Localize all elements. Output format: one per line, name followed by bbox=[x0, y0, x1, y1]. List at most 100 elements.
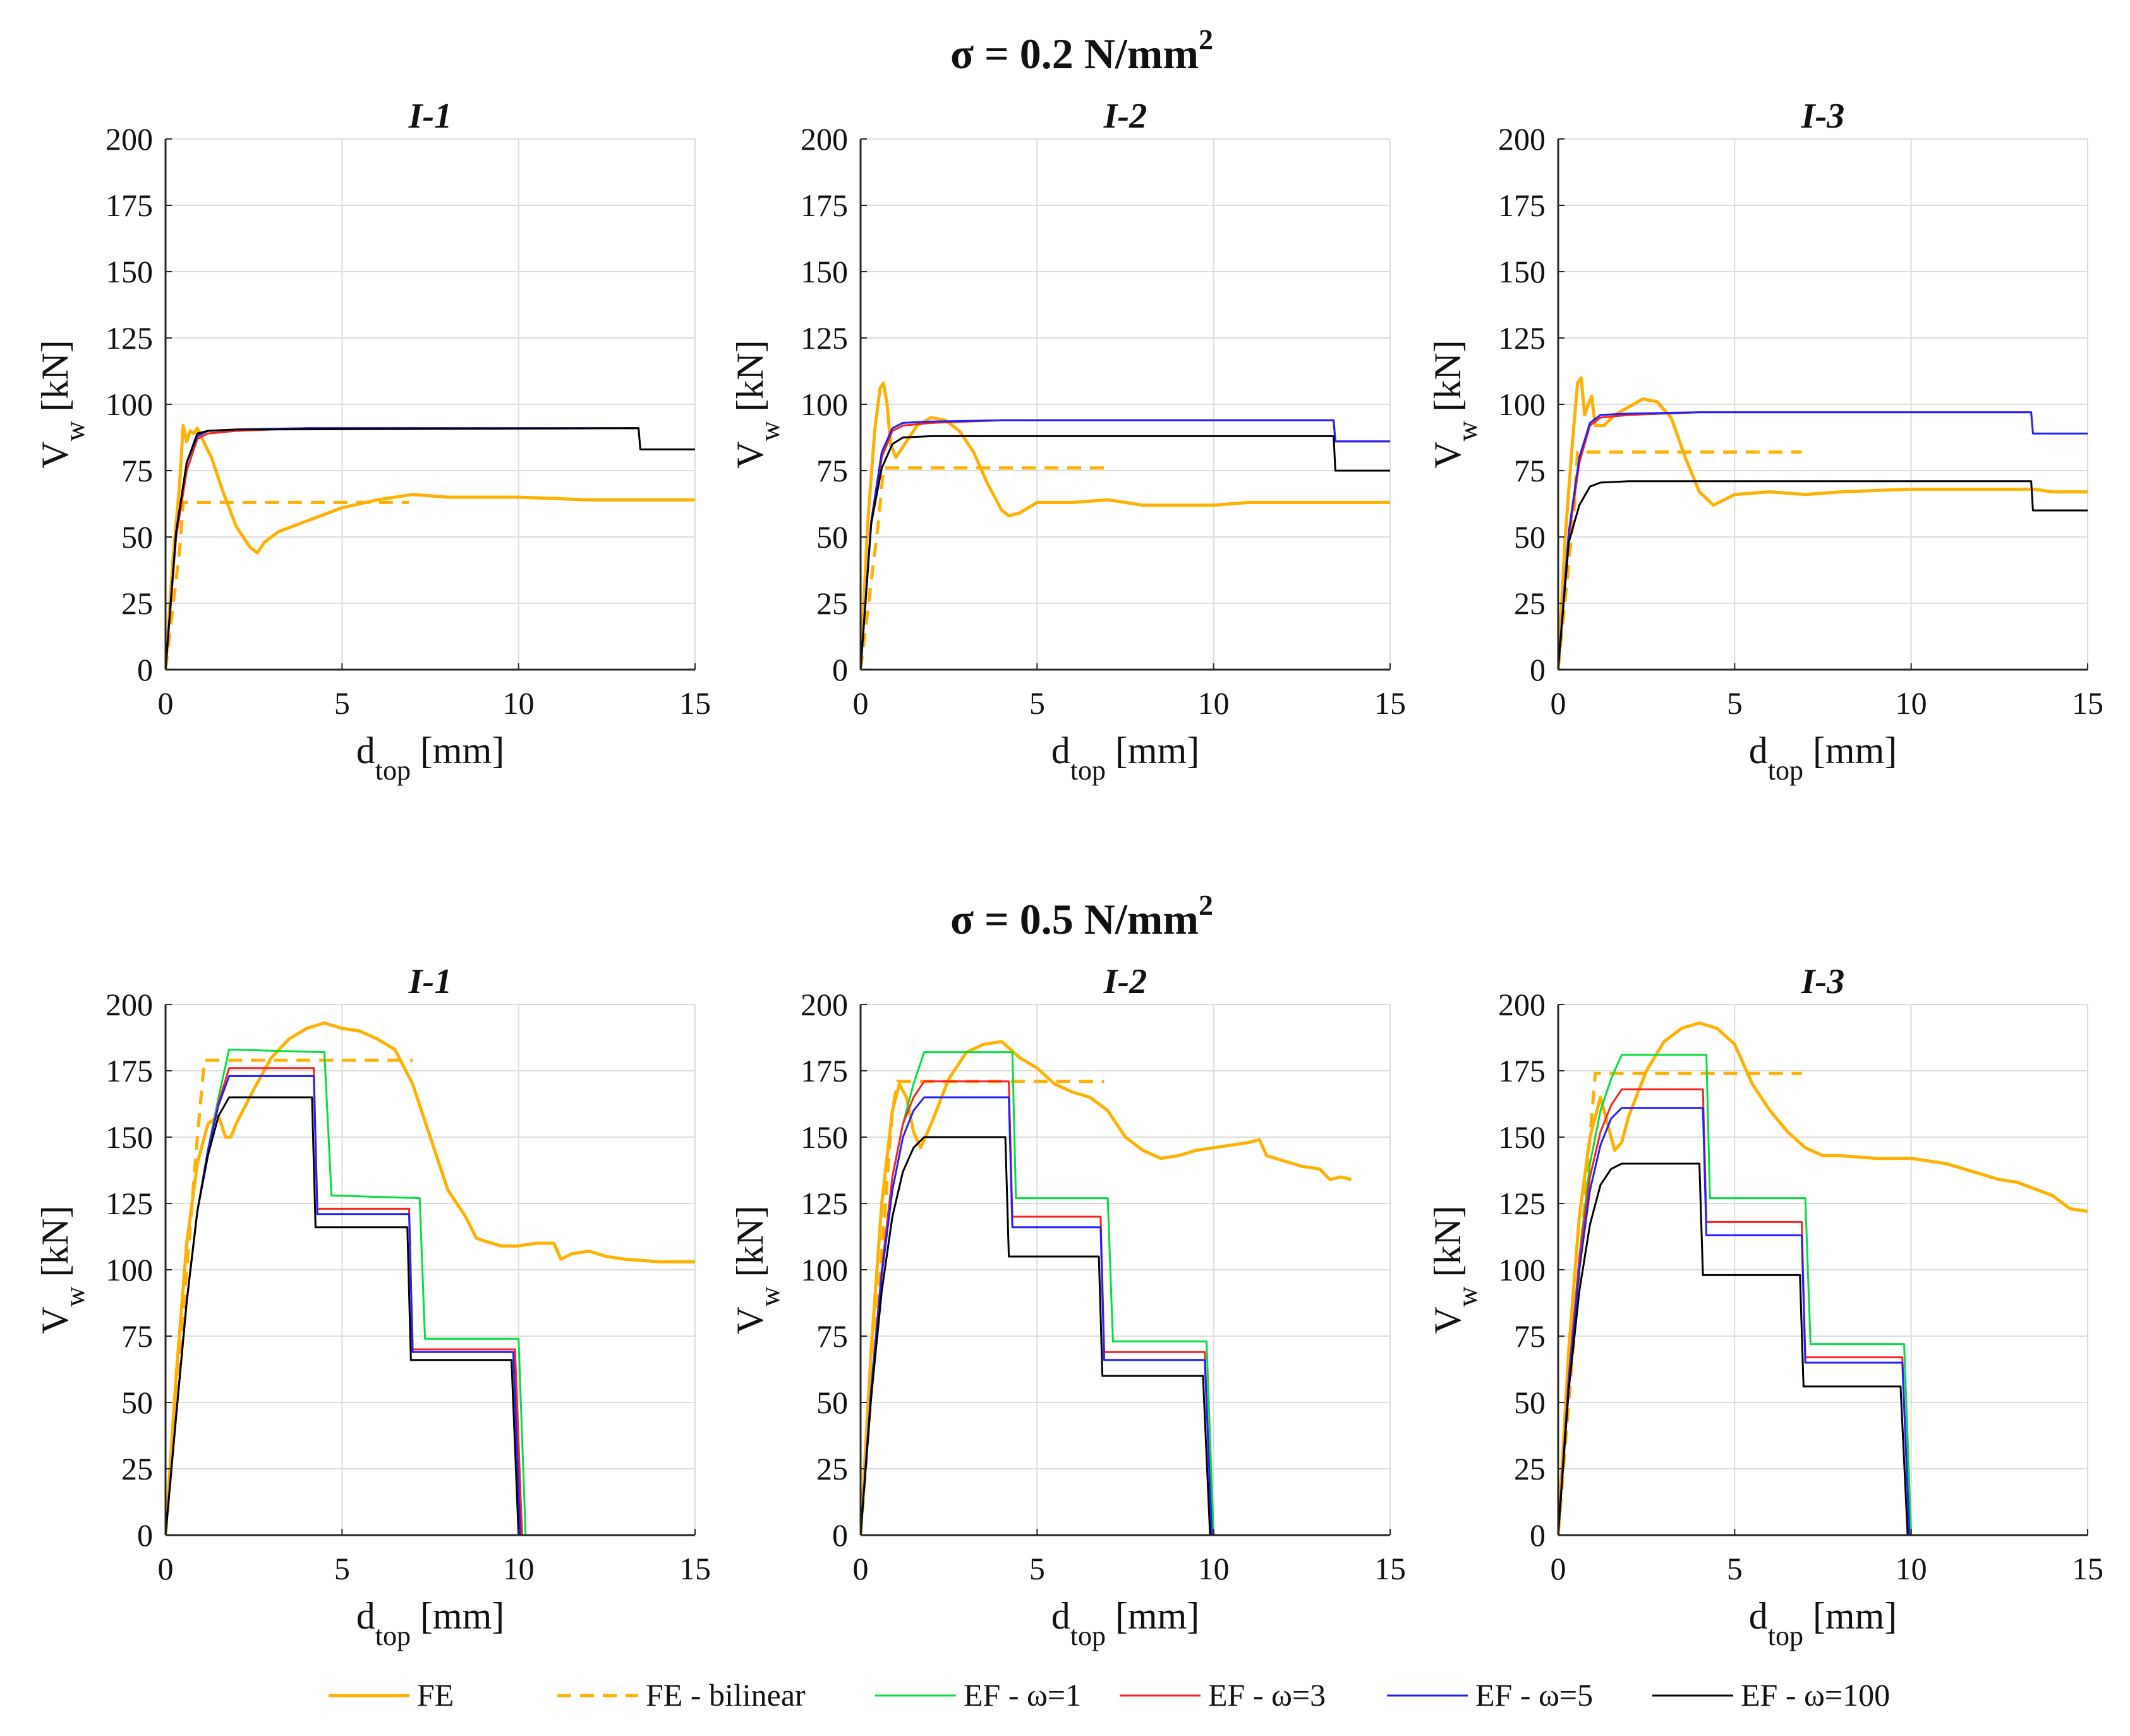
series-line-fe bbox=[166, 1021, 695, 1536]
y-tick-label: 75 bbox=[1514, 1318, 1546, 1354]
y-axis-label-sub: w bbox=[754, 421, 785, 441]
y-axis-label-unit: [kN] bbox=[34, 340, 76, 421]
x-tick-label: 10 bbox=[1896, 1551, 1927, 1586]
y-tick-label: 150 bbox=[801, 254, 848, 289]
x-tick-label: 0 bbox=[158, 685, 174, 721]
x-axis-label-unit: [mm] bbox=[411, 1595, 504, 1637]
row-title-sigma-0.5: σ = 0.5 N/mm2 bbox=[950, 889, 1213, 943]
y-axis-label: Vw [kN] bbox=[34, 340, 90, 468]
panel-title: I-2 bbox=[1103, 97, 1147, 136]
y-axis-label-unit: [kN] bbox=[1427, 340, 1468, 421]
series-line-fe-bilinear bbox=[166, 1058, 413, 1536]
x-axis-label-sub: top bbox=[1070, 755, 1106, 786]
x-tick-label: 10 bbox=[503, 1551, 535, 1586]
row-titles: σ = 0.2 N/mm2 σ = 0.5 N/mm2 bbox=[950, 23, 1213, 943]
y-tick-label: 50 bbox=[816, 519, 848, 555]
series-line-fe bbox=[861, 1040, 1352, 1536]
x-axis-label-sub: top bbox=[1768, 755, 1803, 786]
y-axis-label-symbol: V bbox=[34, 441, 76, 468]
row-title-text: σ = 0.2 N/mm bbox=[950, 30, 1199, 78]
y-tick-label: 150 bbox=[801, 1119, 848, 1155]
series-group bbox=[166, 1021, 695, 1536]
y-tick-label: 25 bbox=[816, 586, 848, 621]
x-tick-label: 15 bbox=[2072, 685, 2103, 721]
y-tick-label: 0 bbox=[832, 652, 848, 687]
x-tick-label: 0 bbox=[1551, 685, 1566, 721]
x-axis-label-sub: top bbox=[375, 1620, 411, 1651]
x-tick-label: 5 bbox=[1029, 1551, 1045, 1586]
x-tick-label: 5 bbox=[1727, 1551, 1743, 1586]
series-line-fe bbox=[166, 424, 695, 670]
y-tick-label: 100 bbox=[106, 1252, 153, 1287]
x-axis-label-symbol: d bbox=[1749, 730, 1768, 771]
y-tick-label: 175 bbox=[1498, 1053, 1546, 1088]
series-line-fe-bilinear bbox=[166, 500, 409, 670]
y-tick-label: 200 bbox=[106, 987, 153, 1022]
y-tick-label: 175 bbox=[106, 1053, 153, 1088]
row-title-text: σ = 0.5 N/mm bbox=[950, 895, 1199, 943]
x-axis-label: dtop [mm] bbox=[1051, 1595, 1200, 1651]
x-axis-label: dtop [mm] bbox=[1749, 730, 1897, 786]
x-tick-label: 0 bbox=[1551, 1551, 1566, 1586]
series-group bbox=[1558, 376, 2088, 670]
series-group bbox=[861, 1040, 1390, 1536]
legend-label: FE bbox=[417, 1677, 454, 1713]
legend-label: FE - bilinear bbox=[646, 1677, 806, 1713]
y-tick-label: 50 bbox=[816, 1385, 848, 1420]
series-group bbox=[1558, 1021, 2088, 1536]
y-tick-label: 100 bbox=[801, 387, 848, 422]
y-tick-label: 75 bbox=[816, 453, 848, 488]
series-line-ef-w5 bbox=[1558, 411, 2088, 670]
x-axis-label-unit: [mm] bbox=[411, 730, 504, 771]
y-tick-label: 25 bbox=[1514, 586, 1546, 621]
y-axis-label-symbol: V bbox=[34, 1306, 76, 1334]
series-line-ef-w100 bbox=[166, 1096, 695, 1536]
x-axis-label: dtop [mm] bbox=[356, 730, 505, 786]
series-line-ef-w5 bbox=[861, 1096, 1390, 1536]
y-axis-label-symbol: V bbox=[1427, 1306, 1468, 1334]
panel-title: I-3 bbox=[1801, 97, 1844, 136]
y-axis-label-unit: [kN] bbox=[729, 1205, 771, 1286]
y-tick-label: 0 bbox=[832, 1517, 848, 1553]
y-tick-label: 125 bbox=[1498, 320, 1546, 356]
y-tick-label: 200 bbox=[1498, 121, 1546, 157]
series-line-ef-w100 bbox=[861, 1136, 1390, 1536]
legend-item-ef-w5: EF - ω=5 bbox=[1387, 1677, 1593, 1713]
x-axis-label-sub: top bbox=[1768, 1620, 1803, 1651]
series-line-ef-w100 bbox=[166, 427, 695, 670]
legend-item-ef-w3: EF - ω=3 bbox=[1120, 1677, 1326, 1713]
x-axis-label-symbol: d bbox=[356, 1595, 375, 1637]
x-tick-label: 10 bbox=[1896, 685, 1927, 721]
x-tick-label: 15 bbox=[2072, 1551, 2103, 1586]
panel-title: I-1 bbox=[408, 962, 452, 1001]
y-axis-label: Vw [kN] bbox=[1427, 1205, 1483, 1334]
x-axis-label: dtop [mm] bbox=[1051, 730, 1200, 786]
x-tick-label: 5 bbox=[334, 685, 350, 721]
x-tick-label: 15 bbox=[679, 1551, 711, 1586]
y-axis-label: Vw [kN] bbox=[1427, 340, 1483, 468]
y-tick-label: 75 bbox=[1514, 453, 1546, 488]
y-tick-label: 100 bbox=[106, 387, 153, 422]
series-line-ef-w5 bbox=[1558, 1107, 2088, 1536]
x-tick-label: 5 bbox=[1727, 685, 1743, 721]
x-tick-label: 0 bbox=[853, 685, 869, 721]
x-tick-label: 10 bbox=[1198, 1551, 1230, 1586]
y-tick-label: 25 bbox=[121, 586, 153, 621]
y-tick-label: 0 bbox=[137, 652, 153, 687]
x-axis-label-unit: [mm] bbox=[1106, 730, 1199, 771]
y-tick-label: 0 bbox=[137, 1517, 153, 1553]
y-axis-label: Vw [kN] bbox=[34, 1205, 90, 1334]
x-axis-label-symbol: d bbox=[1051, 1595, 1070, 1637]
y-tick-label: 0 bbox=[1530, 652, 1546, 687]
series-group bbox=[861, 381, 1390, 670]
y-tick-label: 75 bbox=[816, 1318, 848, 1354]
x-tick-label: 0 bbox=[853, 1551, 869, 1586]
x-axis-label-symbol: d bbox=[356, 730, 375, 771]
x-tick-label: 10 bbox=[1198, 685, 1230, 721]
